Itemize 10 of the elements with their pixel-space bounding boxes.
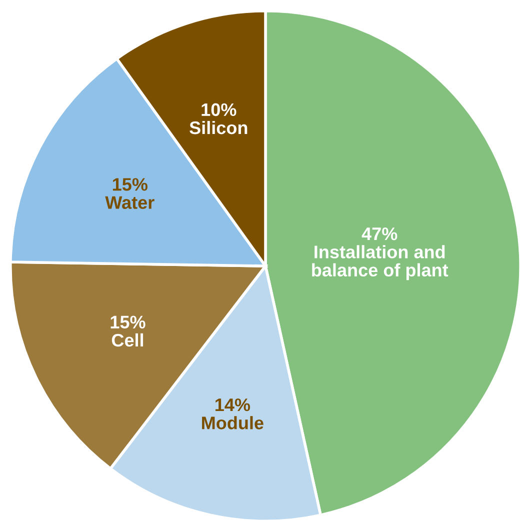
slice-label: Installation and balance of plant <box>312 245 448 280</box>
data-label: 47% <box>362 227 398 240</box>
slice-label: Silicon <box>190 120 248 134</box>
slice-label: Module <box>202 416 264 430</box>
slice-label: Water <box>105 196 154 209</box>
slice-label: Cell <box>112 333 144 347</box>
data-label: 10% <box>202 103 236 116</box>
data-label: 14% <box>216 398 250 412</box>
data-label: 15% <box>112 178 148 191</box>
data-label: 15% <box>110 316 146 328</box>
